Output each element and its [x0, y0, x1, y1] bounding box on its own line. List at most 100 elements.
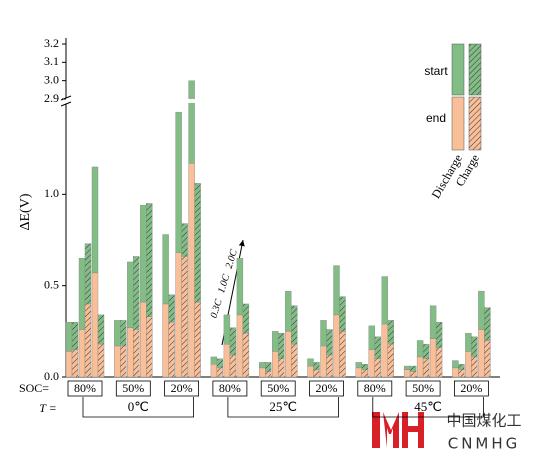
break-gap: [187, 99, 196, 103]
legend-end: [451, 96, 465, 151]
soc-label: 20%: [460, 381, 482, 395]
bar-end: [313, 369, 320, 378]
y-tick-label: 1.0: [44, 186, 59, 200]
legend-end: [468, 96, 482, 151]
bar-end: [168, 322, 175, 378]
bar-start: [114, 320, 121, 347]
bar-start: [78, 258, 86, 330]
bar-end: [146, 316, 153, 378]
bar-start: [181, 223, 188, 257]
bar-end: [175, 252, 182, 378]
soc-box: [260, 380, 296, 397]
bar-end: [387, 343, 394, 378]
soc-box: [67, 380, 103, 397]
bar-start: [71, 322, 79, 350]
bar-start: [97, 314, 105, 345]
y-tick-label: 3.2: [44, 36, 59, 50]
bar-end: [458, 369, 465, 378]
bar-start: [387, 320, 394, 345]
soc-box: [309, 380, 344, 397]
temp-bracket: [82, 397, 194, 418]
bar-end: [120, 345, 127, 378]
bar-end: [259, 367, 266, 378]
soc-box: [357, 380, 393, 397]
bar-start: [458, 364, 465, 370]
bar-end: [78, 329, 86, 378]
soc-prefix: SOC=: [19, 381, 49, 395]
temp-prefix: T =: [39, 401, 57, 415]
bar-start: [168, 294, 175, 323]
bar-end: [465, 351, 472, 378]
y-tick-label: 3.0: [44, 72, 59, 86]
bar-end: [265, 371, 272, 378]
bar-start: [84, 243, 92, 305]
temp-label: 0℃: [128, 399, 149, 414]
bar-end: [91, 272, 99, 378]
watermark-en: CNMHG: [448, 435, 521, 453]
bar-start: [368, 325, 375, 350]
bar-start: [381, 276, 388, 325]
bar-end: [216, 367, 224, 378]
bar-start: [194, 183, 201, 303]
bar-start: [307, 358, 314, 367]
rate-label: 2.0C: [224, 248, 240, 270]
bar-start: [403, 365, 411, 370]
bar-start: [285, 290, 292, 332]
temp-label: 25℃: [269, 399, 297, 414]
y-axis-label: ΔE(V): [18, 193, 33, 230]
bar-end: [333, 314, 340, 378]
bar-end: [229, 354, 237, 378]
bar-start: [188, 80, 195, 164]
bar-end: [326, 354, 333, 378]
soc-label: 50%: [412, 381, 434, 395]
bar-end: [140, 301, 147, 378]
bar-start: [374, 336, 381, 359]
bar-start: [291, 305, 298, 345]
bar-end: [285, 331, 292, 378]
bar-end: [114, 345, 121, 378]
bar-start: [127, 261, 134, 328]
bar-end: [478, 329, 485, 378]
bar-end: [162, 303, 169, 378]
bar-start: [313, 362, 320, 370]
bar-start: [484, 307, 491, 341]
legend-segment: end: [426, 111, 446, 125]
y-tick-label: 0.5: [44, 277, 59, 291]
bar-end: [84, 303, 92, 378]
bar-start: [146, 203, 153, 317]
bar-start: [429, 305, 437, 339]
bar-end: [188, 163, 195, 378]
bar-end: [435, 347, 443, 378]
rate-labels: 0.3C 1.0C 2.0C: [209, 248, 240, 320]
bar-end: [403, 369, 411, 378]
bar-start: [435, 322, 443, 348]
axis-break: [60, 101, 72, 107]
bar-start: [326, 329, 333, 356]
bar-start: [471, 336, 478, 358]
soc-box: [405, 380, 441, 397]
bar-end: [210, 364, 218, 378]
soc-label: 20%: [171, 381, 193, 395]
bar-start: [216, 358, 224, 369]
bar-end: [236, 314, 244, 378]
bar-start: [140, 205, 147, 303]
bar-end: [223, 343, 231, 378]
bar-start: [65, 322, 73, 352]
bar-end: [71, 349, 79, 378]
bar-start: [452, 360, 459, 369]
legend-start: [451, 43, 465, 96]
bar-end: [320, 345, 327, 378]
bar-start: [333, 265, 340, 316]
bar-start: [236, 258, 244, 316]
bar-start: [465, 332, 472, 352]
bar-start: [272, 331, 279, 352]
bar-end: [416, 356, 424, 378]
bar-end: [127, 327, 134, 378]
temp-bracket: [227, 397, 339, 418]
soc-box: [115, 380, 151, 397]
bar-end: [339, 331, 346, 378]
bar-end: [374, 358, 381, 378]
soc-label: 50%: [122, 381, 144, 395]
bar-start: [361, 364, 368, 370]
